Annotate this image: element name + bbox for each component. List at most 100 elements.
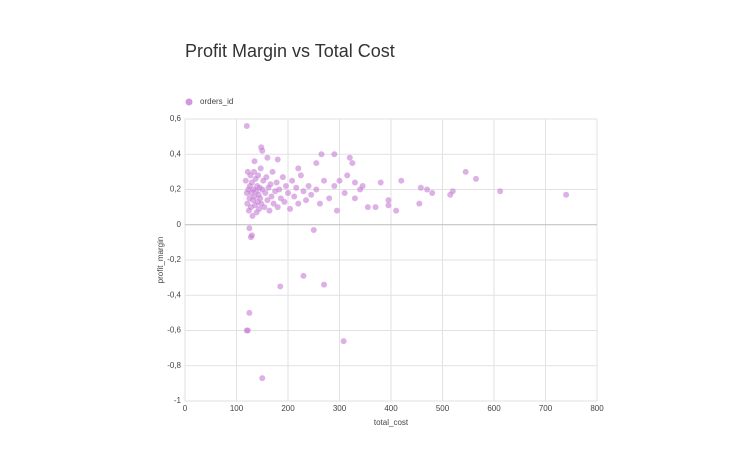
data-point (303, 197, 310, 204)
data-point (351, 195, 358, 202)
data-point (268, 193, 275, 200)
data-point (273, 179, 280, 186)
data-point (377, 179, 384, 186)
data-point (251, 168, 258, 175)
data-point (257, 165, 264, 172)
data-point (243, 123, 250, 130)
data-point (336, 177, 343, 184)
data-point (447, 191, 454, 198)
data-point (267, 181, 274, 188)
data-point (259, 375, 266, 382)
data-point (256, 205, 263, 212)
chart-title: Profit Margin vs Total Cost (185, 41, 395, 61)
data-point (281, 198, 288, 205)
data-point (295, 200, 302, 207)
data-point (246, 225, 253, 232)
data-point (417, 184, 424, 191)
data-point (297, 172, 304, 179)
x-tick-label: 500 (436, 404, 450, 413)
data-point (346, 154, 353, 161)
data-point (385, 197, 392, 204)
y-tick-label: -0,2 (167, 255, 181, 264)
data-point (359, 182, 366, 189)
data-point (331, 182, 338, 189)
data-point (264, 197, 271, 204)
data-point (285, 190, 291, 197)
data-point (316, 200, 323, 207)
data-point (276, 186, 283, 193)
data-point (331, 151, 338, 158)
data-point (269, 168, 276, 175)
y-tick-label: 0,2 (170, 185, 182, 194)
data-point (287, 205, 294, 212)
x-tick-label: 800 (590, 404, 604, 413)
data-point (364, 204, 371, 211)
y-tick-label: 0,6 (170, 114, 182, 123)
y-tick-label: -0,4 (167, 290, 181, 299)
data-point (308, 191, 315, 198)
data-point (340, 338, 347, 345)
data-point (242, 177, 249, 184)
data-point (310, 227, 317, 234)
x-tick-label: 400 (384, 404, 398, 413)
y-tick-label: 0 (177, 220, 182, 229)
x-tick-label: 100 (230, 404, 244, 413)
data-point (398, 177, 405, 184)
data-point (244, 327, 251, 334)
y-tick-label: 0,4 (170, 149, 182, 158)
x-tick-label: 600 (487, 404, 501, 413)
x-tick-label: 0 (183, 404, 188, 413)
data-point (393, 207, 400, 214)
data-point (266, 207, 273, 214)
data-point (385, 202, 392, 209)
data-point (246, 309, 253, 316)
data-point (318, 151, 325, 158)
data-point (305, 182, 312, 189)
data-point (497, 188, 504, 195)
data-point (277, 283, 284, 290)
data-point (262, 190, 269, 197)
x-axis-label: total_cost (374, 418, 409, 427)
data-point (300, 272, 307, 279)
data-point (289, 177, 296, 184)
x-tick-label: 300 (333, 404, 347, 413)
x-tick-label: 700 (539, 404, 553, 413)
data-point (261, 204, 268, 211)
y-tick-label: -0,6 (167, 326, 181, 335)
data-point (424, 186, 431, 193)
data-point (295, 165, 302, 172)
data-point (333, 207, 340, 214)
data-point (321, 281, 328, 288)
data-point (462, 168, 469, 175)
data-point (274, 204, 281, 211)
data-point (279, 174, 286, 181)
data-point (416, 200, 423, 207)
data-point (247, 234, 254, 241)
data-point (293, 184, 300, 191)
data-point (351, 179, 358, 186)
data-point (274, 156, 281, 163)
data-point (313, 160, 320, 167)
legend-marker (185, 98, 193, 106)
data-point (255, 172, 262, 179)
data-point (263, 174, 270, 181)
data-point (282, 182, 289, 189)
legend-label: orders_id (200, 97, 233, 106)
data-point (313, 186, 320, 193)
data-point (472, 175, 479, 182)
y-axis-label: profit_margin (156, 237, 165, 284)
data-point (259, 147, 266, 154)
data-point (372, 204, 379, 211)
data-point (344, 172, 351, 179)
data-point (563, 191, 570, 198)
data-point (251, 158, 258, 165)
data-point (321, 177, 328, 184)
data-point (341, 190, 348, 197)
data-point (249, 212, 256, 219)
data-point (264, 154, 271, 161)
data-point (300, 188, 307, 195)
data-point (349, 160, 356, 167)
y-tick-label: -0,8 (167, 361, 181, 370)
y-tick-label: -1 (174, 396, 182, 405)
